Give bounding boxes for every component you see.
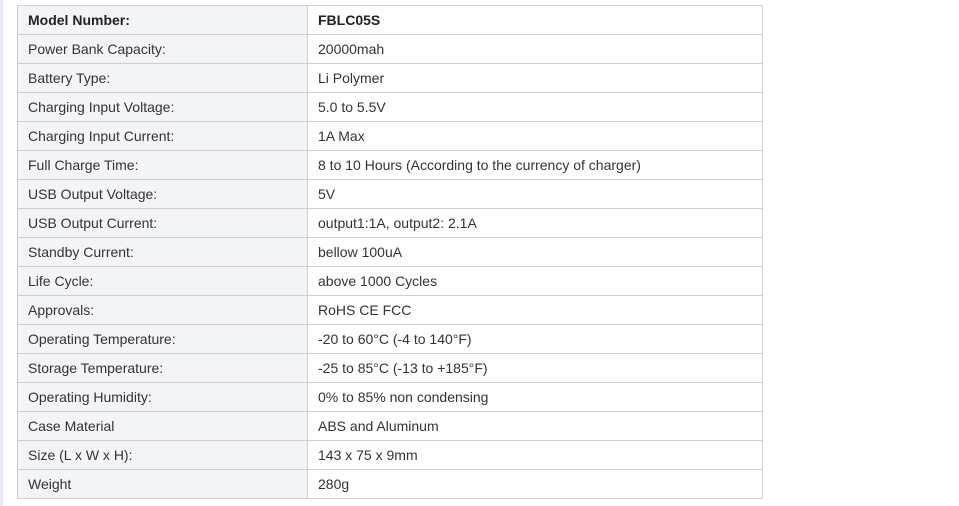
table-row: Charging Input Current: 1A Max <box>17 121 763 151</box>
spec-value: ABS and Aluminum <box>307 411 763 441</box>
table-row: Case Material ABS and Aluminum <box>17 411 763 441</box>
spec-label: Battery Type: <box>17 63 308 93</box>
table-row: Operating Humidity: 0% to 85% non condens… <box>17 382 763 412</box>
spec-value: 280g <box>307 469 763 499</box>
spec-label: Power Bank Capacity: <box>17 34 308 64</box>
spec-table: Model Number: FBLC05S Power Bank Capacity:… <box>17 5 763 499</box>
spec-label: Storage Temperature: <box>17 353 308 383</box>
table-row: Charging Input Voltage: 5.0 to 5.5V <box>17 92 763 122</box>
spec-label: Standby Current: <box>17 237 308 267</box>
spec-label: Operating Temperature: <box>17 324 308 354</box>
spec-value: 143 x 75 x 9mm <box>307 440 763 470</box>
table-row: Battery Type: Li Polymer <box>17 63 763 93</box>
spec-label: Size (L x W x H): <box>17 440 308 470</box>
spec-label: USB Output Voltage: <box>17 179 308 209</box>
table-row: USB Output Current: output1:1A, output2: … <box>17 208 763 238</box>
spec-label: Model Number: <box>17 5 308 35</box>
table-header-row: Model Number: FBLC05S <box>17 5 763 35</box>
spec-value: FBLC05S <box>307 5 763 35</box>
table-row: Operating Temperature: -20 to 60°C (-4 to… <box>17 324 763 354</box>
spec-value: 20000mah <box>307 34 763 64</box>
table-row: Weight 280g <box>17 469 763 499</box>
spec-label: Charging Input Current: <box>17 121 308 151</box>
spec-label: USB Output Current: <box>17 208 308 238</box>
table-row: Size (L x W x H): 143 x 75 x 9mm <box>17 440 763 470</box>
table-row: Standby Current: bellow 100uA <box>17 237 763 267</box>
spec-label: Full Charge Time: <box>17 150 308 180</box>
table-row: Power Bank Capacity: 20000mah <box>17 34 763 64</box>
spec-label: Charging Input Voltage: <box>17 92 308 122</box>
spec-value: 8 to 10 Hours (According to the currency… <box>307 150 763 180</box>
table-row: Life Cycle: above 1000 Cycles <box>17 266 763 296</box>
spec-label: Life Cycle: <box>17 266 308 296</box>
table-row: Storage Temperature: -25 to 85°C (-13 to … <box>17 353 763 383</box>
spec-value: 5V <box>307 179 763 209</box>
page-edge <box>0 0 3 506</box>
table-row: Full Charge Time: 8 to 10 Hours (Accordin… <box>17 150 763 180</box>
table-row: Approvals: RoHS CE FCC <box>17 295 763 325</box>
spec-label: Weight <box>17 469 308 499</box>
spec-label: Operating Humidity: <box>17 382 308 412</box>
spec-value: Li Polymer <box>307 63 763 93</box>
table-row: USB Output Voltage: 5V <box>17 179 763 209</box>
spec-value: output1:1A, output2: 2.1A <box>307 208 763 238</box>
spec-value: -25 to 85°C (-13 to +185°F) <box>307 353 763 383</box>
spec-value: 1A Max <box>307 121 763 151</box>
spec-value: -20 to 60°C (-4 to 140°F) <box>307 324 763 354</box>
spec-value: bellow 100uA <box>307 237 763 267</box>
spec-value: above 1000 Cycles <box>307 266 763 296</box>
spec-value: 0% to 85% non condensing <box>307 382 763 412</box>
spec-value: RoHS CE FCC <box>307 295 763 325</box>
spec-label: Approvals: <box>17 295 308 325</box>
spec-label: Case Material <box>17 411 308 441</box>
spec-value: 5.0 to 5.5V <box>307 92 763 122</box>
